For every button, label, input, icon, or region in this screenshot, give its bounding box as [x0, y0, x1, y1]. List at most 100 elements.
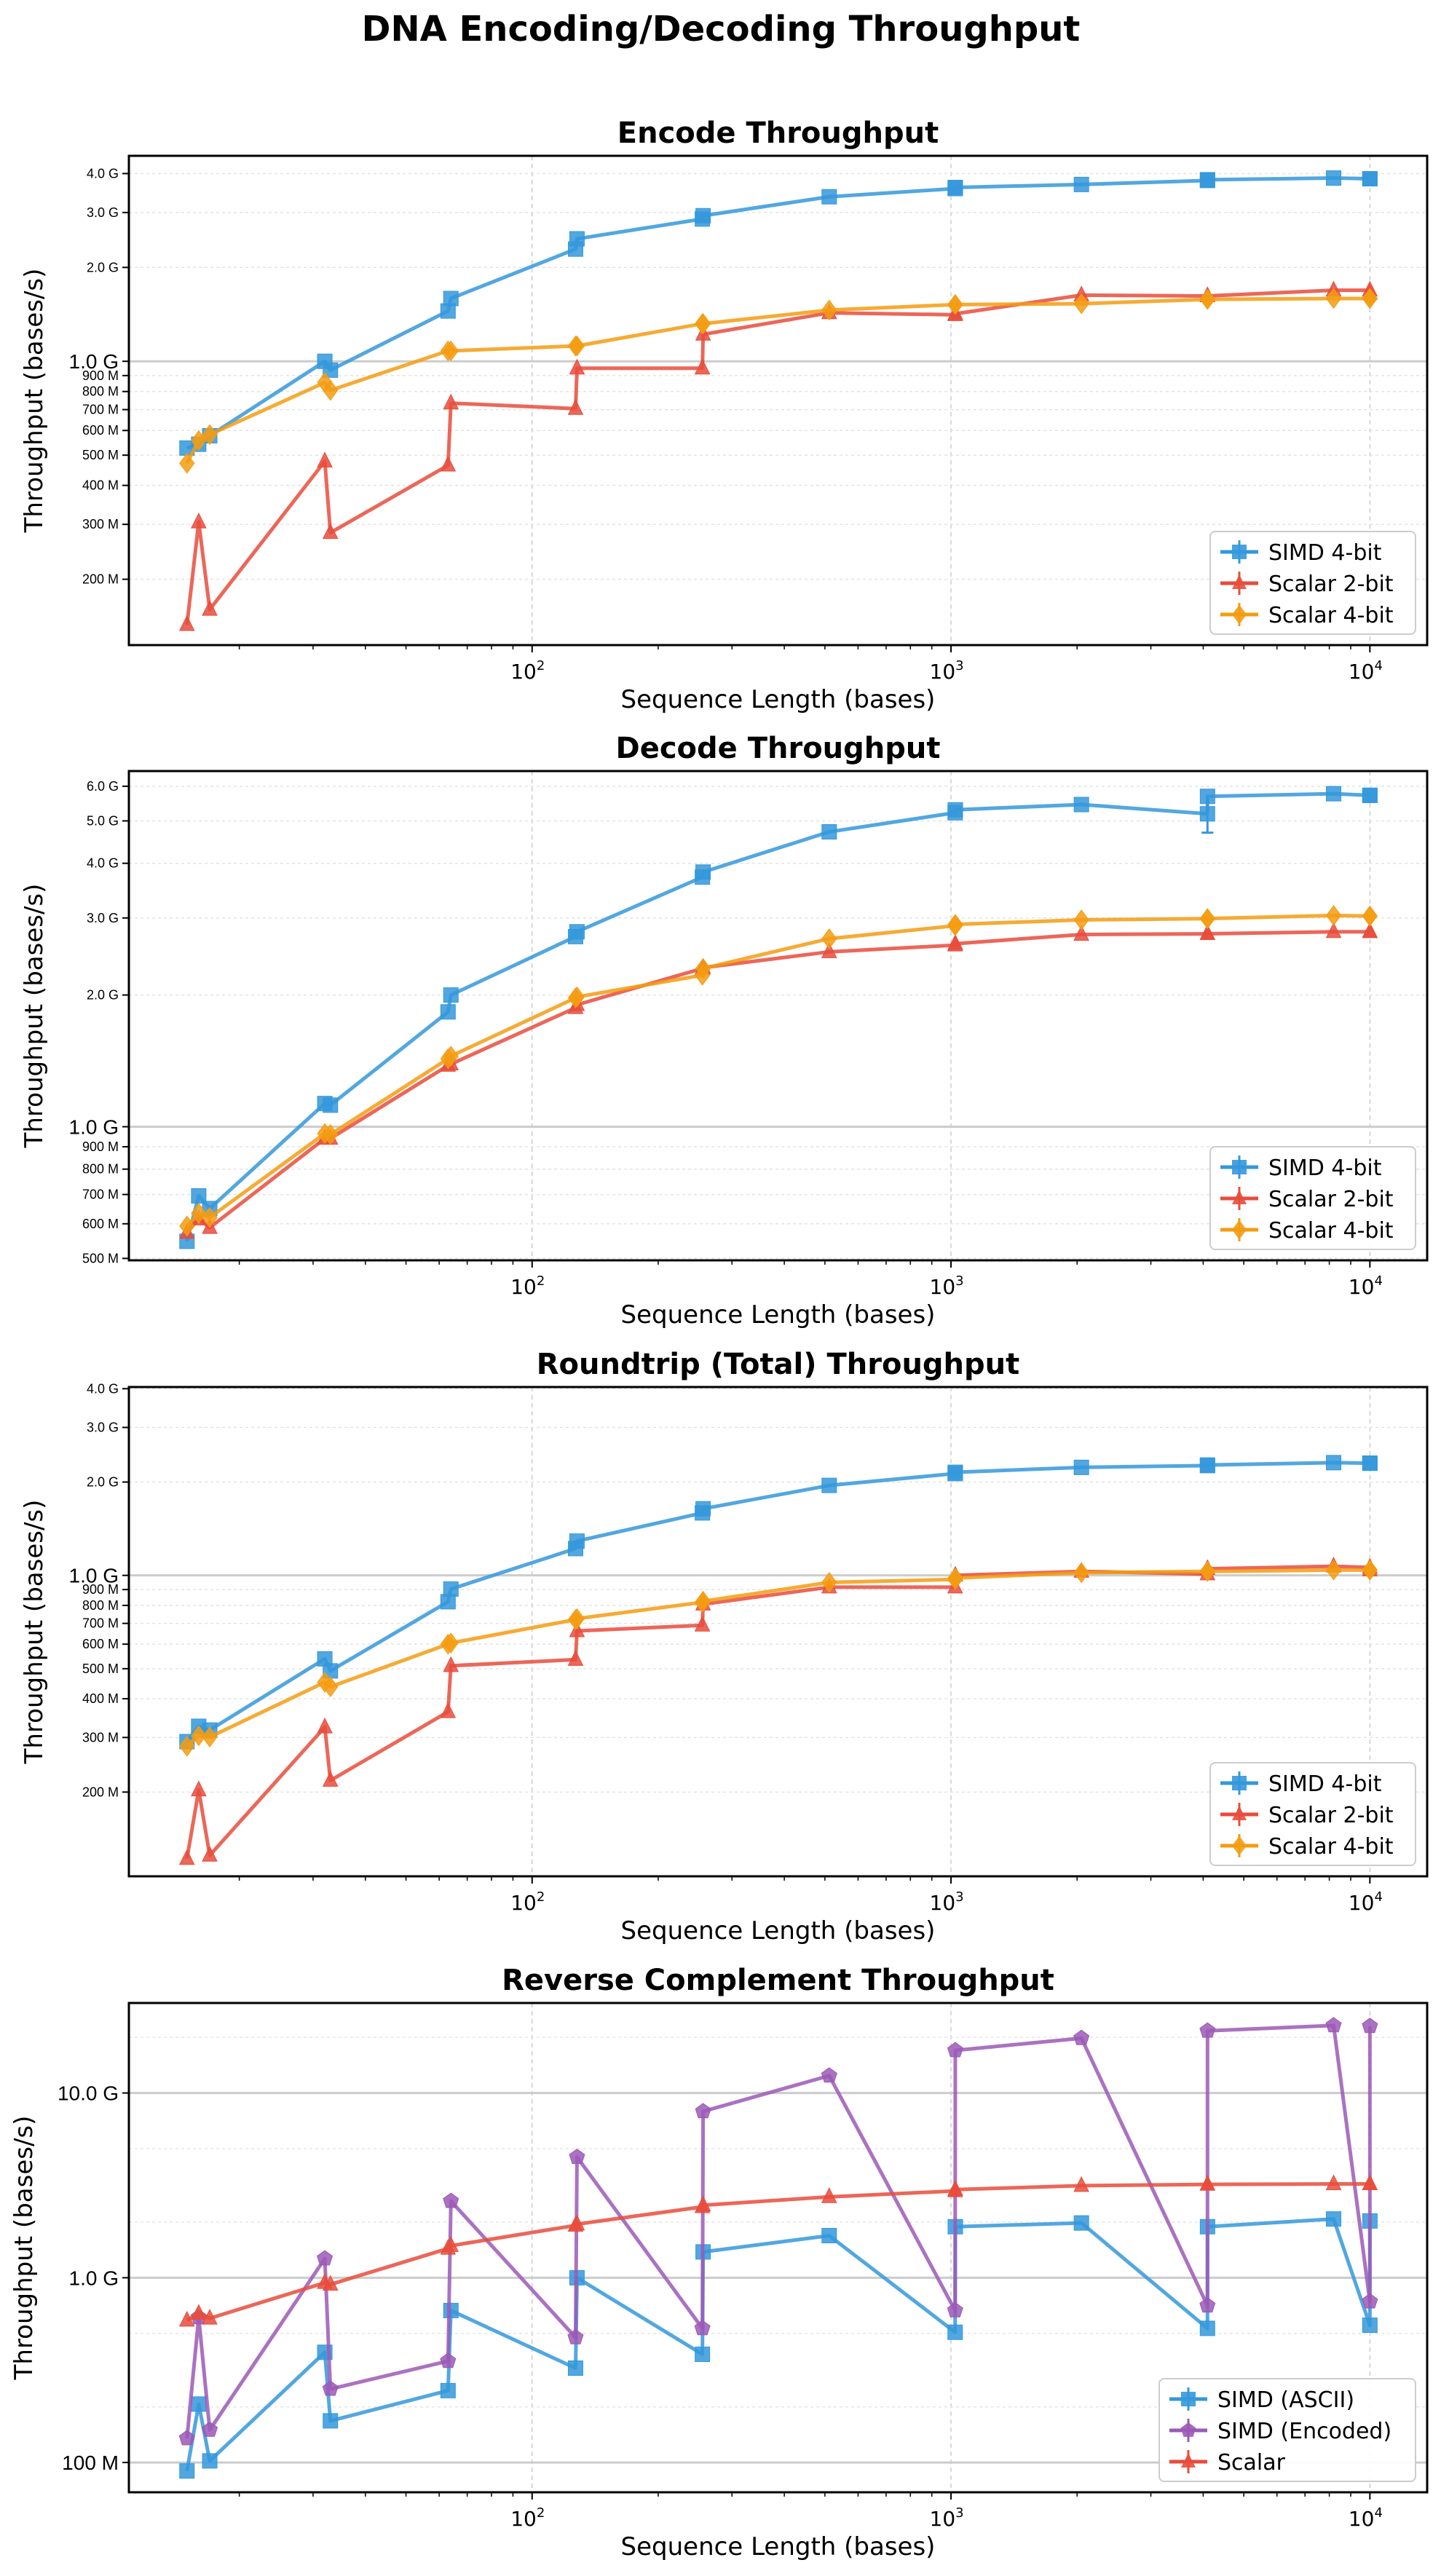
data-point-pentagon — [1325, 2017, 1342, 2033]
data-point-pentagon — [1073, 2029, 1090, 2045]
legend-item: SIMD 4-bit — [1220, 1155, 1382, 1181]
data-point-diamond — [1362, 288, 1378, 309]
x-axis-label: Sequence Length (bases) — [621, 1916, 936, 1945]
legend-marker-triangle — [1232, 1806, 1247, 1820]
data-point-diamond — [202, 424, 218, 446]
legend-box — [1209, 1762, 1416, 1866]
y-tick-label: 300 M — [82, 1730, 119, 1745]
data-point-square — [1199, 172, 1215, 188]
data-point-triangle — [947, 2180, 963, 2196]
y-tick-label: 700 M — [82, 1616, 119, 1631]
data-point-square — [179, 440, 195, 456]
x-axis-label: Sequence Length (bases) — [621, 685, 936, 714]
legend-item: Scalar 2-bit — [1220, 1187, 1394, 1212]
data-point-triangle — [443, 1656, 459, 1672]
x-tick-exponent: 4 — [1374, 1273, 1382, 1289]
y-tick-label: 600 M — [82, 423, 119, 438]
data-point-diamond — [1325, 288, 1342, 309]
y-tick-label: 600 M — [82, 1217, 119, 1231]
y-tick-label: 700 M — [82, 403, 119, 417]
y-tick-label: 4.0 G — [87, 856, 119, 871]
data-point-triangle — [694, 1616, 711, 1632]
y-axis-label: Throughput (bases/s) — [20, 269, 49, 534]
data-point-square — [1199, 789, 1215, 805]
y-tick-label: 4.0 G — [87, 1381, 119, 1396]
y-tick-label: 900 M — [82, 1139, 119, 1154]
legend-item: SIMD (ASCII) — [1169, 2387, 1354, 2413]
y-tick-label: 500 M — [82, 1662, 119, 1676]
data-point-pentagon — [202, 2421, 218, 2437]
legend: SIMD 4-bit Scalar 2-bit Scalar 4-bit — [1209, 531, 1416, 635]
x-tick-exponent: 2 — [537, 2505, 545, 2521]
legend-item: SIMD (Encoded) — [1169, 2419, 1391, 2444]
y-tick-label: 300 M — [82, 517, 119, 532]
data-point-pentagon — [695, 2103, 711, 2119]
data-point-triangle — [567, 1650, 584, 1666]
x-tick-exponent: 4 — [1374, 2505, 1382, 2521]
data-point-square — [1326, 2211, 1342, 2227]
y-tick-label: 900 M — [82, 1582, 119, 1597]
data-point-diamond — [821, 299, 837, 321]
data-point-square — [821, 1477, 837, 1493]
legend-label: Scalar — [1217, 2450, 1286, 2476]
legend-marker-triangle — [1181, 2453, 1196, 2468]
data-point-diamond — [443, 1632, 459, 1654]
x-tick-base: 10 — [930, 1275, 956, 1299]
x-tick-label: 103 — [930, 2505, 964, 2531]
data-point-square — [1326, 786, 1342, 802]
x-tick-base: 10 — [930, 1891, 956, 1915]
legend-label: Scalar 4-bit — [1268, 1834, 1394, 1860]
data-point-diamond — [947, 294, 963, 315]
legend-item: Scalar 4-bit — [1220, 603, 1394, 628]
figure-title: DNA Encoding/Decoding Throughput — [362, 9, 1081, 50]
x-tick-exponent: 2 — [537, 658, 545, 673]
y-tick-label: 800 M — [82, 384, 119, 399]
data-point-square — [202, 2453, 218, 2469]
data-point-square — [695, 864, 711, 880]
legend-label: Scalar 2-bit — [1268, 1187, 1394, 1212]
y-tick-label: 3.0 G — [87, 205, 119, 220]
legend-label: SIMD 4-bit — [1268, 1771, 1382, 1797]
legend-marker-square — [1232, 1776, 1247, 1790]
data-point-square — [1073, 2215, 1089, 2231]
data-point-pentagon — [178, 2430, 195, 2446]
x-tick-label: 102 — [510, 658, 545, 684]
y-tick-label: 800 M — [82, 1162, 119, 1177]
x-tick-exponent: 4 — [1374, 658, 1382, 673]
data-point-diamond — [191, 1203, 207, 1224]
legend-label: Scalar 4-bit — [1268, 603, 1394, 628]
data-point-triangle — [1073, 2176, 1089, 2192]
data-point-diamond — [695, 957, 711, 979]
data-point-triangle — [322, 523, 339, 540]
y-tick-label: 1.0 G — [69, 1115, 119, 1138]
data-point-diamond — [1073, 293, 1089, 315]
subplot-2: 500 M 600 M 700 M 800 M 900 M1.0 G 2.0 G 3.0 G… — [20, 732, 1429, 1330]
data-point-square — [440, 2382, 456, 2398]
data-point-square — [1362, 170, 1378, 186]
x-tick-label: 102 — [510, 1273, 545, 1299]
data-point-diamond — [821, 1572, 837, 1593]
legend-box — [1209, 531, 1416, 635]
data-point-diamond — [1199, 288, 1215, 310]
data-point-triangle — [443, 2236, 459, 2252]
data-point-diamond — [202, 1206, 218, 1228]
y-axis-label: Throughput (bases/s) — [9, 2116, 39, 2381]
data-point-square — [1362, 787, 1378, 803]
data-point-square — [443, 2302, 459, 2318]
x-tick-exponent: 3 — [955, 1889, 963, 1905]
x-tick-label: 103 — [930, 658, 964, 684]
data-point-square — [1199, 2320, 1215, 2336]
data-point-pentagon — [317, 2250, 333, 2266]
data-point-triangle — [191, 2304, 207, 2320]
y-tick-label: 5.0 G — [87, 813, 119, 828]
data-point-diamond — [179, 1215, 195, 1237]
data-point-square — [821, 824, 837, 840]
data-point-diamond — [695, 1590, 711, 1612]
legend-label: SIMD 4-bit — [1268, 1155, 1382, 1181]
legend-box — [1158, 2378, 1416, 2482]
data-point-diamond — [569, 335, 585, 357]
data-point-square — [569, 1533, 585, 1549]
data-point-triangle — [1362, 2174, 1378, 2190]
